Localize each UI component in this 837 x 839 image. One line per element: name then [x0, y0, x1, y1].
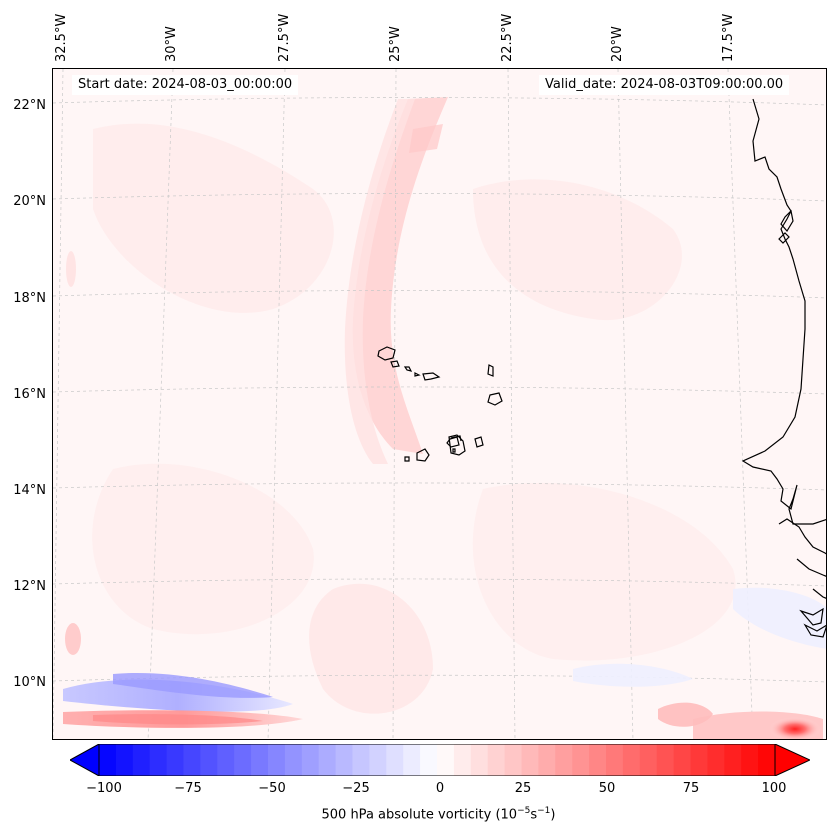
colorbar-title-end: ) [550, 807, 556, 823]
colorbar-segment [724, 744, 742, 776]
colorbar-title-exp1: −5 [517, 806, 531, 816]
vorticity-field-background [53, 69, 826, 739]
colorbar-segment [251, 744, 269, 776]
graticule [53, 69, 826, 739]
start-date-label: Start date: 2024-08-03_00:00:00 [72, 75, 299, 95]
colorbar-tick-label: 50 [598, 781, 616, 796]
lat-label-12n: 12°N [13, 579, 46, 594]
colorbar-tick-label: −25 [342, 781, 370, 796]
colorbar-segment [741, 744, 759, 776]
colorbar-segment [437, 744, 455, 776]
colorbar-segment [369, 744, 387, 776]
coastline [741, 98, 826, 638]
colorbar-segment [352, 744, 370, 776]
colorbar-segment [132, 744, 151, 776]
lat-label-20n: 20°N [13, 194, 46, 209]
colorbar-segment [639, 744, 658, 776]
colorbar-segment [758, 744, 776, 776]
colorbar-segment [166, 744, 184, 776]
lon-label-22-5w: 22.5°W [500, 13, 515, 62]
colorbar-high-extend [774, 744, 810, 776]
colorbar-segment [555, 744, 573, 776]
colorbar-segment [538, 744, 556, 776]
colorbar-segment [301, 744, 320, 776]
colorbar-segment [622, 744, 641, 776]
colorbar-segment [284, 744, 303, 776]
colorbar-tick-label: −75 [174, 781, 202, 796]
lat-label-14n: 14°N [13, 483, 46, 498]
colorbar-title-text: 500 hPa absolute vorticity (10 [321, 807, 518, 823]
vorticity-band [344, 97, 448, 464]
colorbar-segment [268, 744, 286, 776]
colorbar-low-extend [70, 744, 100, 776]
colorbar-segment [335, 744, 353, 776]
colorbar-segment [115, 744, 134, 776]
lon-label-30w: 30°W [164, 26, 179, 62]
colorbar-tick-label: −100 [86, 781, 122, 796]
colorbar-segment [606, 744, 624, 776]
map-panel[interactable] [52, 68, 827, 740]
colorbar-tick-label: 25 [514, 781, 532, 796]
lat-label-22n: 22°N [13, 98, 46, 113]
colorbar-segment [386, 744, 404, 776]
southern-vorticity-bands [63, 251, 826, 739]
lat-label-18n: 18°N [13, 291, 46, 306]
colorbar-segment [690, 744, 708, 776]
colorbar-segment [420, 744, 438, 776]
colorbar-segment [403, 744, 421, 776]
colorbar-segment [200, 744, 218, 776]
colorbar-segment [149, 744, 168, 776]
colorbar-segment [656, 744, 675, 776]
colorbar-segment [521, 744, 539, 776]
colorbar-segment [487, 744, 506, 776]
colorbar-segment [589, 744, 607, 776]
colorbar-title: 500 hPa absolute vorticity (10−5s−1) [0, 806, 837, 822]
colorbar-segment [183, 744, 201, 776]
vorticity-map [53, 69, 826, 739]
colorbar-segment [453, 744, 472, 776]
colorbar-segment [318, 744, 337, 776]
lat-label-16n: 16°N [13, 387, 46, 402]
colorbar-segment [99, 744, 117, 776]
valid-date-label: Valid_date: 2024-08-03T09:00:00.00 [539, 75, 790, 95]
colorbar-segment [707, 744, 725, 776]
colorbar-segment [572, 744, 590, 776]
colorbar-segment [217, 744, 235, 776]
colorbar-title-unit: s [530, 807, 538, 823]
lon-label-32-5w: 32.5°W [54, 13, 69, 62]
colorbar-tick-label: 0 [435, 781, 445, 796]
colorbar-segments [99, 744, 776, 776]
colorbar-tick-label: 75 [682, 781, 700, 796]
lat-label-10n: 10°N [13, 675, 46, 690]
colorbar-segment [673, 744, 691, 776]
colorbar-segment [234, 744, 252, 776]
colorbar-segment [470, 744, 489, 776]
colorbar-segment [504, 744, 522, 776]
colorbar [70, 744, 810, 776]
lon-label-27-5w: 27.5°W [277, 13, 292, 62]
lon-label-17-5w: 17.5°W [721, 13, 736, 62]
cape-verde-islands [377, 346, 503, 462]
colorbar-tick-label: 100 [761, 781, 787, 796]
colorbar-title-exp2: −1 [537, 806, 551, 816]
colorbar-tick-label: −50 [258, 781, 286, 796]
lon-label-25w: 25°W [388, 26, 403, 62]
lon-label-20w: 20°W [610, 26, 625, 62]
colorbar-outline [98, 744, 776, 776]
